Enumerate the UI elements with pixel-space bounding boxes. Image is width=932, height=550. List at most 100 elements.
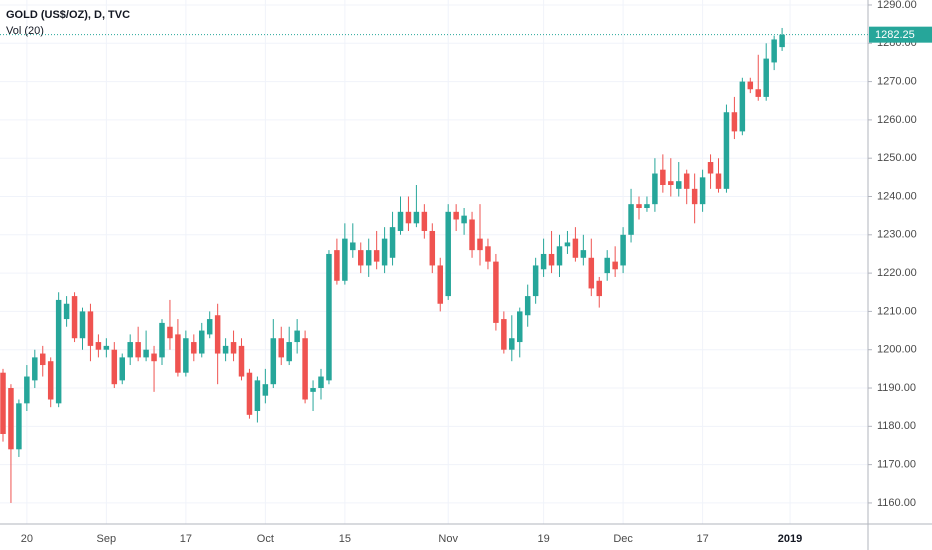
candle-body: [652, 173, 658, 205]
candle-body: [556, 246, 563, 266]
last-price-label: 1282.25: [875, 29, 915, 41]
candle-body: [676, 181, 682, 189]
candle-body: [143, 349, 149, 358]
candle-body: [222, 345, 229, 354]
candle-body: [365, 250, 372, 266]
y-tick-label: 1220.00: [877, 267, 917, 279]
candle-body: [755, 89, 761, 97]
x-tick-label: 2019: [778, 533, 802, 545]
candle-body: [668, 181, 674, 186]
candle-body: [262, 384, 269, 396]
candle-body: [71, 296, 78, 339]
candle-body: [429, 230, 436, 266]
x-tick-label: 19: [537, 533, 549, 545]
candle-body: [683, 173, 690, 189]
y-tick-label: 1270.00: [877, 75, 917, 87]
candle-body: [572, 238, 579, 258]
candle-body: [79, 311, 86, 339]
candle-body: [334, 250, 340, 281]
candle-body: [389, 227, 396, 258]
candle-body: [548, 253, 555, 266]
candle-body: [779, 34, 785, 48]
candle-body: [469, 219, 475, 251]
candle-body: [453, 211, 459, 220]
candle-body: [0, 372, 6, 434]
candle-body: [151, 353, 157, 362]
candle-body: [596, 280, 602, 297]
candle-body: [763, 58, 769, 97]
candle-body: [175, 334, 181, 373]
x-tick-label: 17: [180, 533, 192, 545]
candle-body: [302, 338, 308, 400]
candle-body: [517, 311, 523, 343]
candle-body: [493, 261, 499, 323]
candle-body: [612, 261, 618, 270]
candle-body: [580, 250, 587, 258]
candle-body: [40, 353, 46, 366]
candle-body: [397, 211, 404, 231]
candle-body: [540, 253, 547, 270]
x-tick-label: 20: [21, 533, 33, 545]
candle-body: [707, 162, 714, 174]
candle-body: [350, 242, 356, 251]
candle-body: [715, 173, 722, 189]
y-tick-label: 1260.00: [877, 114, 917, 126]
candle-body: [183, 338, 189, 373]
y-tick-label: 1210.00: [877, 305, 917, 317]
candle-body: [16, 403, 22, 450]
candle-body: [111, 349, 118, 385]
candle-body: [270, 338, 277, 385]
candle-body: [739, 81, 746, 132]
last-price-box: [869, 26, 932, 43]
y-tick-label: 1200.00: [877, 344, 917, 356]
candle-body: [119, 357, 125, 381]
candle-body: [286, 342, 292, 362]
x-tick-label: 17: [696, 533, 708, 545]
candle-body: [731, 112, 738, 132]
candle-body: [95, 342, 102, 350]
candle-body: [628, 204, 634, 235]
candle-body: [405, 211, 412, 224]
candle-body: [485, 246, 491, 262]
y-tick-label: 1170.00: [877, 459, 916, 471]
candle-body: [55, 299, 62, 404]
candle-body: [620, 234, 626, 266]
x-tick-label: 15: [339, 533, 351, 545]
candle-body: [167, 326, 173, 339]
candle-body: [47, 361, 54, 400]
candle-body: [437, 265, 443, 304]
candle-body: [214, 315, 221, 354]
candle-body: [445, 211, 451, 297]
candle-body: [588, 257, 595, 289]
candle-body: [461, 215, 467, 224]
candle-body: [501, 319, 507, 350]
chart-title: GOLD (US$/OZ), D, TVC: [6, 9, 130, 21]
indicator-label: Vol (20): [6, 25, 44, 37]
candle-body: [199, 330, 205, 354]
y-tick-label: 1240.00: [877, 190, 917, 202]
candle-body: [326, 253, 332, 381]
grid: [0, 0, 868, 524]
candle-body: [524, 296, 531, 316]
candle-body: [747, 81, 754, 90]
candle-body: [103, 345, 110, 350]
candle-body: [238, 345, 245, 377]
candle-body: [135, 342, 141, 358]
candle-body: [691, 188, 698, 205]
y-tick-label: 1290.00: [877, 0, 917, 11]
candle-body: [246, 372, 253, 415]
candle-body: [771, 39, 777, 63]
candle-body: [159, 322, 165, 358]
candle-body: [32, 357, 38, 381]
y-tick-label: 1250.00: [877, 152, 917, 164]
candles: [0, 27, 785, 503]
candle-body: [373, 250, 380, 262]
candle-body: [191, 342, 197, 354]
candle-body: [87, 311, 94, 346]
y-tick-label: 1180.00: [877, 420, 916, 432]
candle-body: [413, 211, 420, 224]
candle-body: [127, 342, 133, 358]
candle-body: [206, 319, 213, 335]
